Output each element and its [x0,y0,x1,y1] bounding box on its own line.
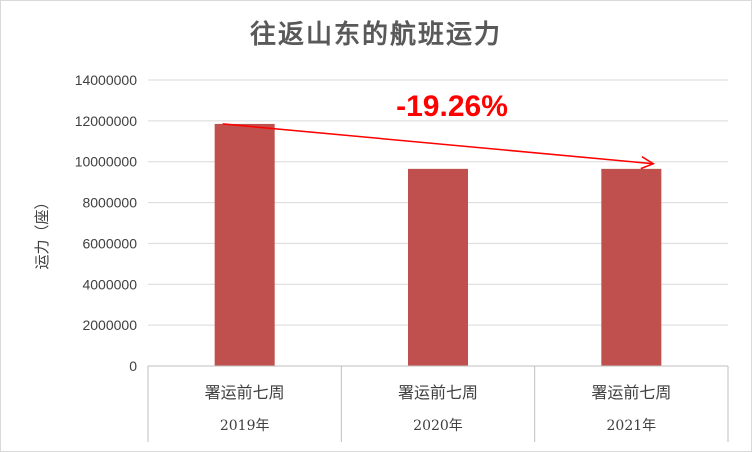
y-tick-label: 6000000 [82,235,137,251]
bar [214,123,275,367]
y-tick-label: 4000000 [82,276,137,292]
y-axis-ticks: 0 2000000 4000000 6000000 8000000 10000000 120… [75,72,138,374]
x-tick-label: 署运前七周 [398,383,478,402]
y-tick-label: 2000000 [82,317,137,333]
y-tick-label: 8000000 [82,195,137,211]
y-tick-label: 12000000 [75,113,138,129]
annotation-arrowhead [640,156,656,170]
bar [408,168,468,366]
y-tick-label: 10000000 [75,154,138,170]
chart-title: 往返山东的航班运力 [249,20,502,50]
x-group-label: 2021年 [607,418,657,434]
annotation: -19.26% [222,90,656,170]
x-axis: 署运前七周 署运前七周 署运前七周 2019年 2020年 2021年 [147,365,729,442]
bar [601,168,662,366]
y-axis-label: 运力（座） [33,194,51,269]
x-group-label: 2020年 [413,418,463,434]
x-tick-label: 署运前七周 [591,383,671,402]
annotation-arrow [222,123,654,165]
y-tick-label: 14000000 [75,72,138,88]
annotation-label: -19.26% [396,90,508,123]
bars [214,123,662,367]
x-group-label: 2019年 [220,418,270,434]
x-tick-label: 署运前七周 [205,383,285,402]
y-tick-label: 0 [129,358,137,374]
